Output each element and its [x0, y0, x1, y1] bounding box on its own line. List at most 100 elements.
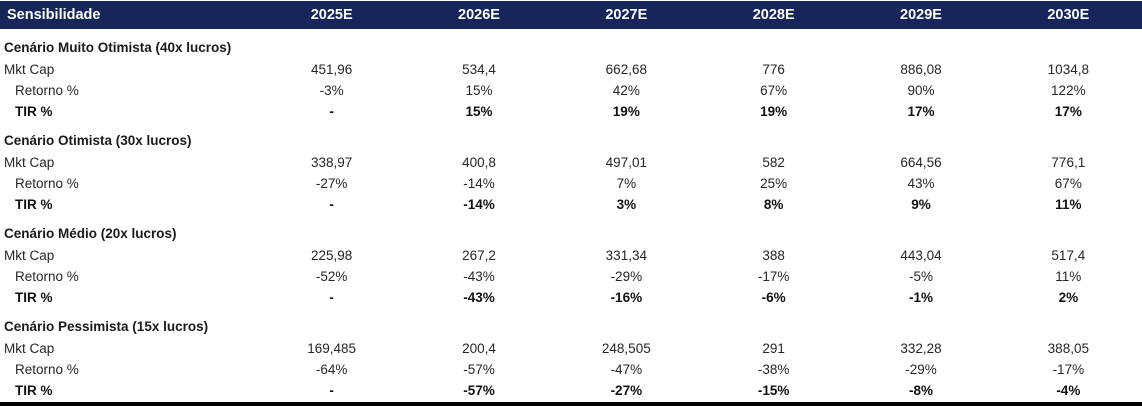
cell-value: -47% [610, 362, 643, 377]
cell-value: -8% [908, 383, 933, 398]
section-muito-otimista: Cenário Muito Otimista (40x lucros) Mkt … [0, 37, 1142, 122]
row-label: Mkt Cap [4, 155, 55, 170]
cell-value: -17% [1052, 362, 1085, 377]
row-mkt-cap: Mkt Cap 225,98 267,2 331,34 388 443,04 5… [0, 245, 1142, 266]
cell-value: 267,2 [462, 248, 496, 263]
row-tir: TIR % - -57% -27% -15% -8% -4% [0, 380, 1142, 401]
year-header-2030e: 2030E [1047, 7, 1090, 23]
table-bottom-rule [0, 402, 1142, 406]
row-label: TIR % [15, 290, 53, 305]
cell-value: 248,505 [601, 341, 651, 356]
cell-value: 388 [762, 248, 785, 263]
cell-value: -6% [761, 290, 786, 305]
row-retorno: Retorno % -52% -43% -29% -17% -5% 11% [0, 266, 1142, 287]
cell-value: 43% [907, 176, 935, 191]
row-mkt-cap: Mkt Cap 451,96 534,4 662,68 776 886,08 1… [0, 59, 1142, 80]
cell-value: 19% [760, 104, 788, 119]
cell-value: 9% [911, 197, 931, 212]
row-retorno: Retorno % -64% -57% -47% -38% -29% -17% [0, 359, 1142, 380]
cell-value: 169,485 [307, 341, 357, 356]
cell-value: 662,68 [605, 62, 647, 77]
cell-value: -17% [757, 269, 790, 284]
cell-value: -5% [908, 269, 933, 284]
cell-value: 19% [612, 104, 640, 119]
cell-value: 11% [1055, 269, 1082, 284]
row-label: TIR % [15, 383, 53, 398]
cell-value: -29% [905, 362, 937, 377]
cell-value: 8% [763, 197, 784, 212]
cell-value: 15% [465, 104, 493, 119]
row-retorno: Retorno % -3% 15% 42% 67% 90% 122% [0, 80, 1142, 101]
cell-value: 338,97 [311, 155, 353, 170]
year-header-2029e: 2029E [900, 7, 942, 23]
cell-value: -3% [319, 83, 344, 98]
cell-value: - [329, 290, 334, 305]
cell-value: -27% [315, 176, 348, 191]
section-title: Cenário Otimista (30x lucros) [4, 133, 192, 148]
cell-value: 517,4 [1051, 248, 1086, 263]
cell-value: 15% [465, 83, 493, 98]
cell-value: 17% [1054, 104, 1082, 119]
row-label: Retorno % [15, 269, 79, 284]
cell-value: 776 [762, 62, 785, 77]
cell-value: 42% [612, 83, 640, 98]
cell-value: -52% [315, 269, 348, 284]
row-label: Mkt Cap [4, 341, 55, 356]
cell-value: 2% [1058, 290, 1079, 305]
row-label: Mkt Cap [4, 248, 55, 263]
cell-value: 388,05 [1047, 341, 1089, 356]
row-tir: TIR % - 15% 19% 19% 17% 17% [0, 101, 1142, 122]
cell-value: - [329, 104, 334, 119]
cell-value: -29% [610, 269, 643, 284]
row-label: TIR % [15, 197, 53, 212]
section-medio: Cenário Médio (20x lucros) Mkt Cap 225,9… [0, 223, 1142, 308]
cell-value: -14% [463, 176, 495, 191]
cell-value: 332,28 [900, 341, 942, 356]
cell-value: -57% [463, 362, 495, 377]
section-pessimista: Cenário Pessimista (15x lucros) Mkt Cap … [0, 316, 1142, 401]
cell-value: 497,01 [605, 155, 647, 170]
cell-value: -57% [463, 383, 495, 398]
cell-value: -16% [610, 290, 643, 305]
cell-value: 443,04 [900, 248, 942, 263]
cell-value: 225,98 [311, 248, 353, 263]
cell-value: 534,4 [462, 62, 496, 77]
header-label-sensibilidade: Sensibilidade [7, 7, 101, 23]
section-otimista: Cenário Otimista (30x lucros) Mkt Cap 33… [0, 130, 1142, 215]
cell-value: -27% [610, 383, 643, 398]
cell-value: 331,34 [605, 248, 647, 263]
year-header-2027e: 2027E [605, 7, 648, 23]
row-mkt-cap: Mkt Cap 338,97 400,8 497,01 582 664,56 7… [0, 152, 1142, 173]
cell-value: 90% [907, 83, 935, 98]
cell-value: 451,96 [311, 62, 353, 77]
cell-value: 776,1 [1051, 155, 1086, 170]
cell-value: 400,8 [462, 155, 496, 170]
section-title: Cenário Médio (20x lucros) [4, 226, 177, 241]
cell-value: -43% [463, 269, 495, 284]
cell-value: -15% [757, 383, 790, 398]
cell-value: 1034,8 [1047, 62, 1089, 77]
table-header-row: Sensibilidade 2025E 2026E 2027E 2028E 20… [0, 1, 1142, 29]
cell-value: -64% [315, 362, 348, 377]
section-title: Cenário Muito Otimista (40x lucros) [4, 40, 232, 55]
year-header-2028e: 2028E [752, 7, 795, 23]
row-label: Mkt Cap [4, 62, 55, 77]
row-label: TIR % [15, 104, 53, 119]
cell-value: 200,4 [462, 341, 496, 356]
cell-value: 7% [616, 176, 637, 191]
cell-value: 886,08 [900, 62, 942, 77]
year-header-2026e: 2026E [458, 7, 500, 23]
row-label: Retorno % [15, 83, 79, 98]
year-header-2025e: 2025E [310, 7, 353, 23]
row-mkt-cap: Mkt Cap 169,485 200,4 248,505 291 332,28… [0, 338, 1142, 359]
row-label: Retorno % [15, 362, 79, 377]
cell-value: 25% [760, 176, 788, 191]
row-tir: TIR % - -43% -16% -6% -1% 2% [0, 287, 1142, 308]
cell-value: -4% [1056, 383, 1081, 398]
cell-value: 664,56 [900, 155, 942, 170]
cell-value: -38% [757, 362, 790, 377]
cell-value: 67% [1054, 176, 1082, 191]
cell-value: 582 [762, 155, 785, 170]
row-label: Retorno % [15, 176, 79, 191]
